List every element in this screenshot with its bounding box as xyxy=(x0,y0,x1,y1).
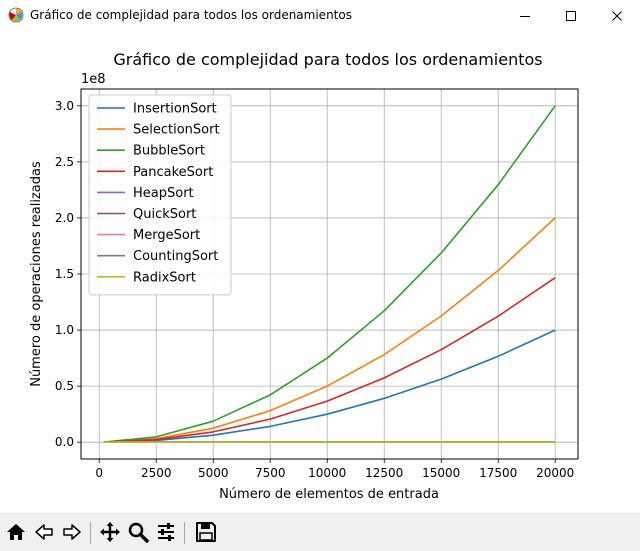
y-tick-label: 3.0 xyxy=(55,99,74,113)
complexity-chart: Gráfico de complejidad para todos los or… xyxy=(0,31,640,513)
save-button[interactable] xyxy=(193,519,219,545)
chart-title: Gráfico de complejidad para todos los or… xyxy=(113,50,542,69)
y-tick-label: 0.5 xyxy=(55,379,74,393)
pan-button[interactable] xyxy=(97,519,123,545)
home-icon xyxy=(5,521,27,543)
x-tick-label: 7500 xyxy=(255,466,286,480)
x-tick-label: 12500 xyxy=(365,466,403,480)
window-titlebar: Gráfico de complejidad para todos los or… xyxy=(0,0,640,31)
legend-entry: SelectionSort xyxy=(133,123,220,138)
x-tick-label: 10000 xyxy=(308,466,346,480)
y-tick-label: 1.0 xyxy=(55,323,74,337)
back-icon xyxy=(33,521,55,543)
minimize-icon xyxy=(519,10,531,22)
zoom-icon xyxy=(127,521,149,543)
x-tick-label: 0 xyxy=(95,466,103,480)
close-button[interactable] xyxy=(594,0,640,31)
y-tick-label: 0.0 xyxy=(55,435,74,449)
x-tick-label: 2500 xyxy=(141,466,172,480)
window-title: Gráfico de complejidad para todos los or… xyxy=(30,8,352,22)
y-offset-label: 1e8 xyxy=(81,72,106,87)
legend-entry: QuickSort xyxy=(133,207,196,222)
toolbar-separator xyxy=(90,522,91,544)
y-tick-label: 2.0 xyxy=(55,211,74,225)
x-axis-label: Número de elementos de entrada xyxy=(219,487,439,502)
zoom-button[interactable] xyxy=(125,519,151,545)
save-icon xyxy=(195,521,217,543)
y-axis-label: Número de operaciones realizadas xyxy=(29,161,44,387)
legend: InsertionSort SelectionSort BubbleSort Panc… xyxy=(89,95,231,295)
matplotlib-icon xyxy=(8,7,24,23)
maximize-button[interactable] xyxy=(548,0,594,31)
toolbar-separator xyxy=(184,522,185,544)
minimize-button[interactable] xyxy=(502,0,548,31)
x-tick-label: 20000 xyxy=(536,466,574,480)
x-tick-label: 5000 xyxy=(198,466,229,480)
back-button[interactable] xyxy=(31,519,57,545)
legend-entry: PancakeSort xyxy=(133,165,213,180)
legend-entry: HeapSort xyxy=(133,186,194,201)
x-tick-label: 17500 xyxy=(479,466,517,480)
x-tick-label: 15000 xyxy=(422,466,460,480)
pan-icon xyxy=(99,521,121,543)
close-icon xyxy=(611,10,623,22)
legend-entry: BubbleSort xyxy=(133,144,205,159)
y-ticks: 0.0 0.5 1.0 1.5 2.0 2.5 3.0 xyxy=(55,99,81,449)
configure-subplots-button[interactable] xyxy=(153,519,179,545)
configure-subplots-icon xyxy=(155,521,177,543)
y-tick-label: 2.5 xyxy=(55,155,74,169)
home-button[interactable] xyxy=(3,519,29,545)
figure-canvas[interactable]: Gráfico de complejidad para todos los or… xyxy=(0,31,640,513)
legend-entry: MergeSort xyxy=(133,228,200,243)
legend-entry: InsertionSort xyxy=(133,102,217,117)
y-tick-label: 1.5 xyxy=(55,267,74,281)
maximize-icon xyxy=(565,10,577,22)
navigation-toolbar xyxy=(0,513,640,551)
forward-button[interactable] xyxy=(59,519,85,545)
x-ticks: 0 2500 5000 7500 10000 12500 15000 17500 20000 xyxy=(95,459,574,480)
forward-icon xyxy=(61,521,83,543)
legend-entry: RadixSort xyxy=(133,270,196,285)
legend-entry: CountingSort xyxy=(133,249,218,264)
